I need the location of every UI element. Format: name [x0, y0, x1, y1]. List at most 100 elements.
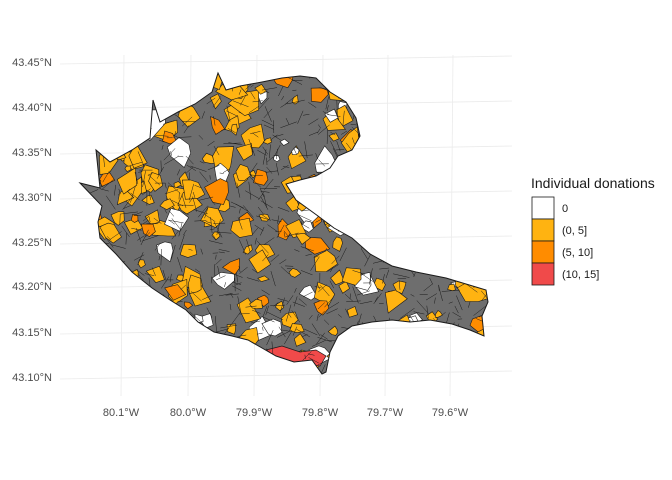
polygon-border-segment [447, 176, 454, 190]
x-tick-label: 80.1°W [103, 407, 140, 419]
polygon-patch [449, 124, 461, 135]
polygon-border-segment [239, 313, 250, 315]
polygon-border-segment [80, 200, 88, 202]
polygon-border-segment [220, 324, 237, 329]
polygon-patch [418, 193, 442, 217]
polygon-border-segment [135, 100, 146, 111]
polygon-patch [403, 164, 412, 178]
polygon-border-segment [357, 325, 365, 328]
polygon-border-segment [146, 334, 158, 346]
polygon-border-segment [146, 222, 159, 225]
polygon-border-segment [150, 90, 167, 95]
polygon-border-segment [305, 253, 312, 256]
polygon-border-segment [399, 263, 407, 268]
polygon-border-segment [84, 306, 92, 316]
polygon-border-segment [265, 305, 269, 316]
polygon-border-segment [231, 285, 242, 291]
polygon-border-segment [152, 318, 157, 337]
polygon-border-segment [455, 164, 469, 174]
polygon-border-segment [102, 170, 110, 183]
legend-label: (5, 10] [562, 247, 593, 259]
polygon-border-segment [266, 156, 274, 163]
polygon-patch [324, 108, 339, 123]
polygon-border-segment [141, 312, 145, 316]
polygon-patch [230, 123, 238, 136]
polygon-patch [240, 123, 265, 149]
polygon-border-segment [198, 135, 204, 140]
polygon-border-segment [157, 304, 166, 316]
polygon-border-segment [317, 124, 330, 135]
polygon-patch [426, 119, 442, 136]
polygon-border-segment [293, 147, 297, 155]
polygon-border-segment [362, 172, 377, 174]
polygon-border-segment [314, 176, 318, 195]
polygon-border-segment [423, 283, 433, 292]
polygon-border-segment [352, 137, 355, 145]
polygon-border-segment [446, 134, 451, 141]
polygon-border-segment [382, 274, 385, 284]
polygon-border-segment [458, 331, 462, 339]
polygon-border-segment [119, 277, 124, 280]
polygon-border-segment [358, 91, 362, 96]
polygon-patch [222, 258, 240, 275]
polygon-border-segment [259, 353, 274, 362]
polygon-border-segment [479, 87, 487, 98]
polygon-border-segment [487, 127, 488, 140]
polygon-border-segment [264, 237, 275, 245]
polygon-patch [92, 308, 106, 322]
polygon-border-segment [426, 95, 440, 108]
polygon-border-segment [464, 108, 469, 123]
polygon-border-segment [90, 253, 92, 271]
polygon-border-segment [257, 332, 263, 335]
polygon-border-segment [373, 293, 382, 304]
polygon-patch [347, 211, 365, 231]
polygon-border-segment [189, 311, 201, 322]
polygon-border-segment [430, 358, 433, 368]
polygon-border-segment [206, 362, 213, 365]
polygon-border-segment [298, 214, 312, 222]
polygon-border-segment [390, 247, 407, 254]
polygon-border-segment [160, 160, 162, 172]
polygon-border-segment [254, 237, 257, 245]
polygon-border-segment [204, 208, 209, 219]
polygon-border-segment [322, 111, 329, 115]
polygon-border-segment [92, 89, 103, 92]
polygon-border-segment [110, 244, 126, 249]
polygon-patch [444, 180, 463, 199]
polygon-patch [254, 83, 267, 95]
polygon-patch [123, 217, 144, 235]
polygon-border-segment [148, 294, 164, 301]
polygon-border-segment [448, 301, 453, 304]
polygon-border-segment [402, 236, 413, 250]
polygon-border-segment [256, 353, 263, 370]
polygon-border-segment [156, 166, 165, 179]
polygon-patch [363, 138, 382, 156]
polygon-border-segment [176, 169, 181, 176]
polygon-border-segment [133, 211, 143, 216]
polygon-border-segment [95, 317, 104, 334]
polygon-border-segment [88, 375, 90, 380]
polygon-patch [419, 174, 435, 189]
polygon-border-segment [256, 215, 272, 221]
polygon-border-segment [302, 351, 312, 361]
x-tick-label: 79.8°W [302, 407, 339, 419]
polygon-border-segment [232, 273, 243, 278]
polygon-border-segment [458, 107, 470, 115]
legend-label: (10, 15] [562, 269, 599, 281]
polygon-border-segment [441, 253, 447, 259]
polygon-border-segment [339, 355, 343, 362]
polygon-border-segment [145, 232, 151, 238]
polygon-border-segment [391, 73, 408, 77]
polygon-border-segment [300, 246, 314, 252]
polygon-border-segment [441, 289, 460, 292]
polygon-patch [82, 167, 94, 178]
polygon-border-segment [366, 342, 372, 357]
polygon-border-segment [292, 326, 298, 336]
polygon-border-segment [168, 219, 184, 224]
polygon-patch [258, 213, 270, 222]
polygon-border-segment [392, 110, 396, 120]
polygon-patch [279, 138, 290, 146]
polygon-border-segment [350, 157, 355, 172]
polygon-border-segment [261, 119, 275, 127]
polygon-border-segment [405, 236, 411, 253]
